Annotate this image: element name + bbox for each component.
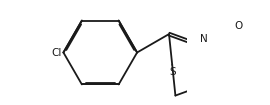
Text: O: O <box>234 21 242 31</box>
Text: S: S <box>169 67 176 77</box>
Text: N: N <box>200 34 208 44</box>
Text: Cl: Cl <box>51 47 61 58</box>
